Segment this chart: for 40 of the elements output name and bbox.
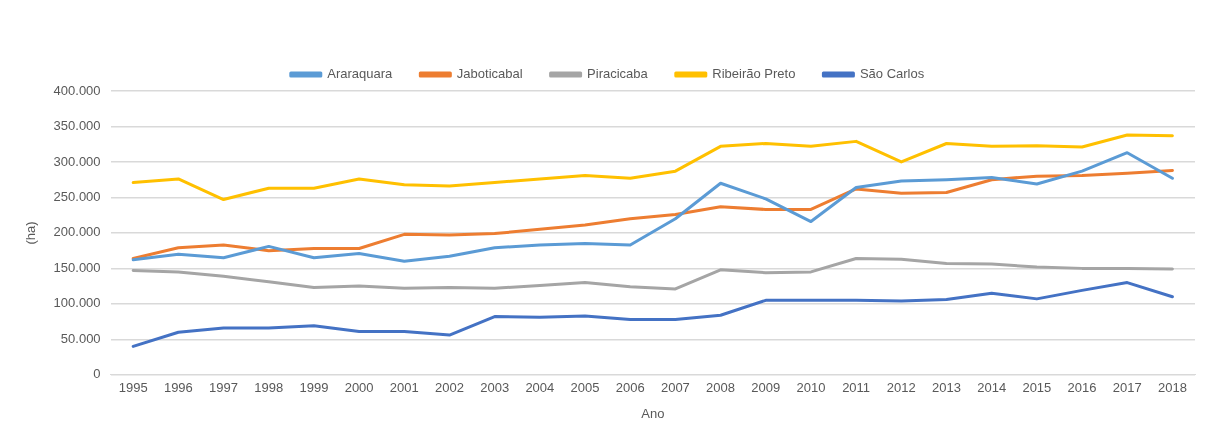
x-tick-label: 2002: [435, 380, 464, 396]
legend-label: Piracicaba: [587, 66, 649, 82]
x-tick-label: 2001: [389, 380, 419, 396]
y-tick-label: 250.000: [53, 189, 101, 204]
x-tick-label: 2006: [615, 380, 645, 396]
x-tick-label: 2007: [660, 380, 690, 396]
x-tick-label: 2008: [706, 380, 736, 396]
x-tick-label: 2005: [570, 380, 600, 396]
legend-label: Jaboticabal: [456, 66, 523, 82]
x-tick-label: 2017: [1112, 380, 1142, 396]
legend-label: Araraquara: [327, 66, 394, 82]
x-tick-label: 2012: [886, 380, 916, 396]
x-tick-label: 1997: [209, 380, 239, 396]
x-tick-label: 1999: [299, 380, 329, 396]
y-tick-label: 150.000: [53, 259, 101, 275]
x-axis-title: Ano: [641, 405, 665, 421]
x-tick-label: 1996: [163, 380, 193, 396]
y-tick-label: 350.000: [53, 118, 101, 134]
y-tick-label: 400.000: [53, 82, 101, 98]
x-tick-label: 2003: [480, 380, 510, 396]
y-tick-label: 200.000: [53, 224, 101, 240]
x-tick-label: 2013: [932, 380, 961, 396]
x-tick-label: 2016: [1067, 380, 1097, 396]
y-tick-label: 300.000: [53, 153, 101, 169]
x-tick-label: 2010: [796, 380, 826, 396]
x-tick-label: 2004: [525, 380, 555, 396]
y-axis-title: (ha): [23, 221, 39, 245]
x-tick-label: 2000: [344, 380, 374, 396]
x-tick-label: 2014: [977, 380, 1007, 396]
y-tick-label: 50.000: [60, 330, 101, 346]
x-tick-label: 2011: [842, 380, 871, 396]
legend-label: Ribeirão Preto: [712, 66, 796, 82]
y-tick-label: 0: [93, 366, 101, 382]
x-tick-label: 2009: [751, 380, 781, 396]
y-tick-label: 100.000: [53, 295, 101, 311]
x-tick-label: 1995: [118, 380, 148, 396]
x-tick-label: 1998: [254, 380, 284, 396]
x-tick-label: 2018: [1157, 380, 1187, 396]
x-tick-label: 2015: [1022, 380, 1052, 396]
legend-label: São Carlos: [859, 66, 925, 82]
